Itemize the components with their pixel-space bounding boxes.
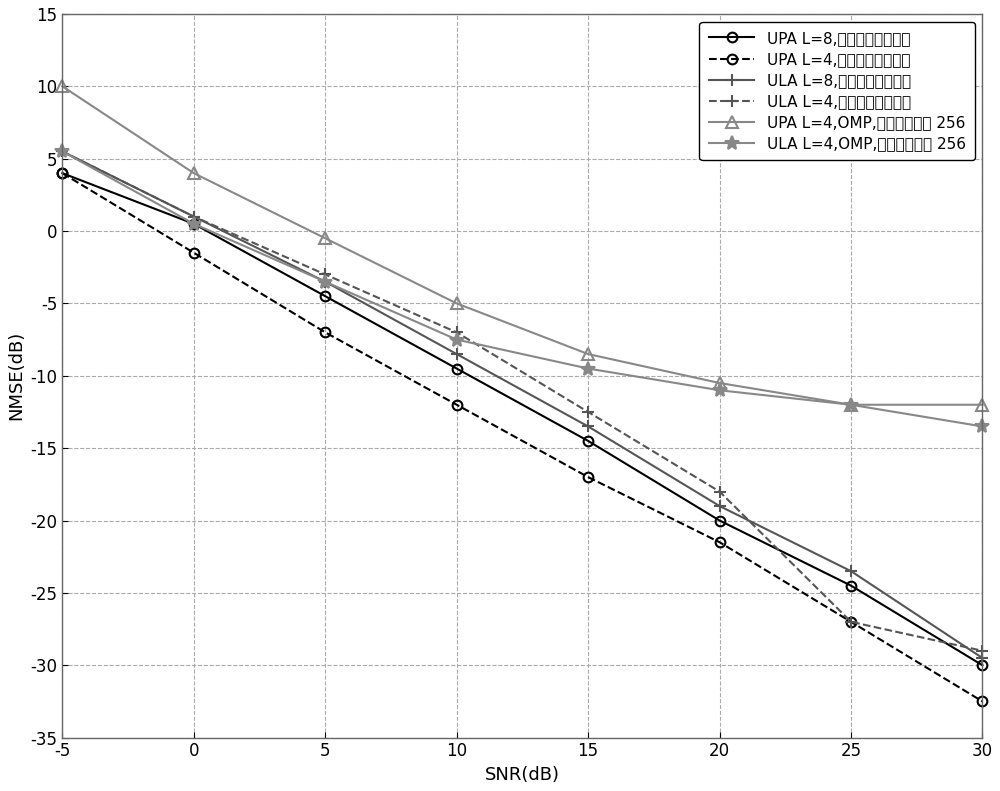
ULA L=4,OMP,角度量化数为 256 bbox=[845, 400, 857, 410]
UPA L=4,本发明提供的方法 bbox=[582, 472, 594, 482]
ULA L=4,本发明提供的方法 bbox=[188, 212, 200, 221]
UPA L=4,OMP,角度量化数为 256 bbox=[845, 400, 857, 410]
ULA L=4,本发明提供的方法 bbox=[319, 270, 331, 279]
UPA L=8,本发明提供的方法 bbox=[319, 291, 331, 301]
Line: UPA L=4,本发明提供的方法: UPA L=4,本发明提供的方法 bbox=[58, 168, 987, 706]
UPA L=4,本发明提供的方法 bbox=[56, 168, 68, 178]
Line: ULA L=4,本发明提供的方法: ULA L=4,本发明提供的方法 bbox=[57, 146, 988, 657]
Y-axis label: NMSE(dB): NMSE(dB) bbox=[7, 331, 25, 421]
UPA L=4,OMP,角度量化数为 256 bbox=[582, 350, 594, 359]
Legend: UPA L=8,本发明提供的方法, UPA L=4,本发明提供的方法, ULA L=8,本发明提供的方法, ULA L=4,本发明提供的方法, UPA L=4,: UPA L=8,本发明提供的方法, UPA L=4,本发明提供的方法, ULA … bbox=[699, 21, 975, 161]
UPA L=4,OMP,角度量化数为 256 bbox=[56, 81, 68, 91]
ULA L=4,OMP,角度量化数为 256 bbox=[714, 385, 726, 395]
UPA L=4,本发明提供的方法 bbox=[714, 538, 726, 547]
UPA L=4,本发明提供的方法 bbox=[451, 400, 463, 410]
UPA L=4,OMP,角度量化数为 256 bbox=[188, 168, 200, 178]
ULA L=8,本发明提供的方法 bbox=[56, 146, 68, 156]
ULA L=4,本发明提供的方法 bbox=[714, 486, 726, 496]
ULA L=8,本发明提供的方法 bbox=[976, 653, 988, 663]
Line: UPA L=8,本发明提供的方法: UPA L=8,本发明提供的方法 bbox=[58, 168, 987, 670]
ULA L=4,OMP,角度量化数为 256 bbox=[451, 335, 463, 344]
ULA L=8,本发明提供的方法 bbox=[188, 212, 200, 221]
UPA L=4,OMP,角度量化数为 256 bbox=[976, 400, 988, 410]
ULA L=4,本发明提供的方法 bbox=[582, 407, 594, 417]
ULA L=4,OMP,角度量化数为 256 bbox=[188, 219, 200, 229]
X-axis label: SNR(dB): SNR(dB) bbox=[485, 766, 560, 784]
Line: ULA L=8,本发明提供的方法: ULA L=8,本发明提供的方法 bbox=[57, 146, 988, 664]
UPA L=8,本发明提供的方法 bbox=[714, 516, 726, 525]
UPA L=8,本发明提供的方法 bbox=[582, 436, 594, 445]
ULA L=4,本发明提供的方法 bbox=[451, 327, 463, 337]
ULA L=8,本发明提供的方法 bbox=[319, 277, 331, 286]
UPA L=8,本发明提供的方法 bbox=[845, 581, 857, 590]
UPA L=4,本发明提供的方法 bbox=[188, 248, 200, 258]
Line: UPA L=4,OMP,角度量化数为 256: UPA L=4,OMP,角度量化数为 256 bbox=[56, 80, 989, 411]
Line: ULA L=4,OMP,角度量化数为 256: ULA L=4,OMP,角度量化数为 256 bbox=[55, 145, 989, 433]
ULA L=4,OMP,角度量化数为 256 bbox=[319, 277, 331, 286]
UPA L=4,OMP,角度量化数为 256 bbox=[451, 299, 463, 308]
UPA L=4,本发明提供的方法 bbox=[976, 697, 988, 706]
UPA L=8,本发明提供的方法 bbox=[451, 364, 463, 373]
ULA L=4,OMP,角度量化数为 256 bbox=[582, 364, 594, 373]
UPA L=8,本发明提供的方法 bbox=[188, 219, 200, 229]
UPA L=4,OMP,角度量化数为 256 bbox=[714, 378, 726, 388]
UPA L=4,OMP,角度量化数为 256 bbox=[319, 233, 331, 243]
UPA L=4,本发明提供的方法 bbox=[319, 327, 331, 337]
UPA L=4,本发明提供的方法 bbox=[845, 617, 857, 626]
ULA L=4,OMP,角度量化数为 256 bbox=[56, 146, 68, 156]
ULA L=8,本发明提供的方法 bbox=[451, 350, 463, 359]
ULA L=4,本发明提供的方法 bbox=[845, 617, 857, 626]
UPA L=8,本发明提供的方法 bbox=[56, 168, 68, 178]
ULA L=8,本发明提供的方法 bbox=[714, 501, 726, 511]
ULA L=4,本发明提供的方法 bbox=[976, 646, 988, 656]
ULA L=4,OMP,角度量化数为 256 bbox=[976, 422, 988, 431]
ULA L=8,本发明提供的方法 bbox=[845, 566, 857, 576]
ULA L=8,本发明提供的方法 bbox=[582, 422, 594, 431]
ULA L=4,本发明提供的方法 bbox=[56, 146, 68, 156]
UPA L=8,本发明提供的方法 bbox=[976, 660, 988, 670]
